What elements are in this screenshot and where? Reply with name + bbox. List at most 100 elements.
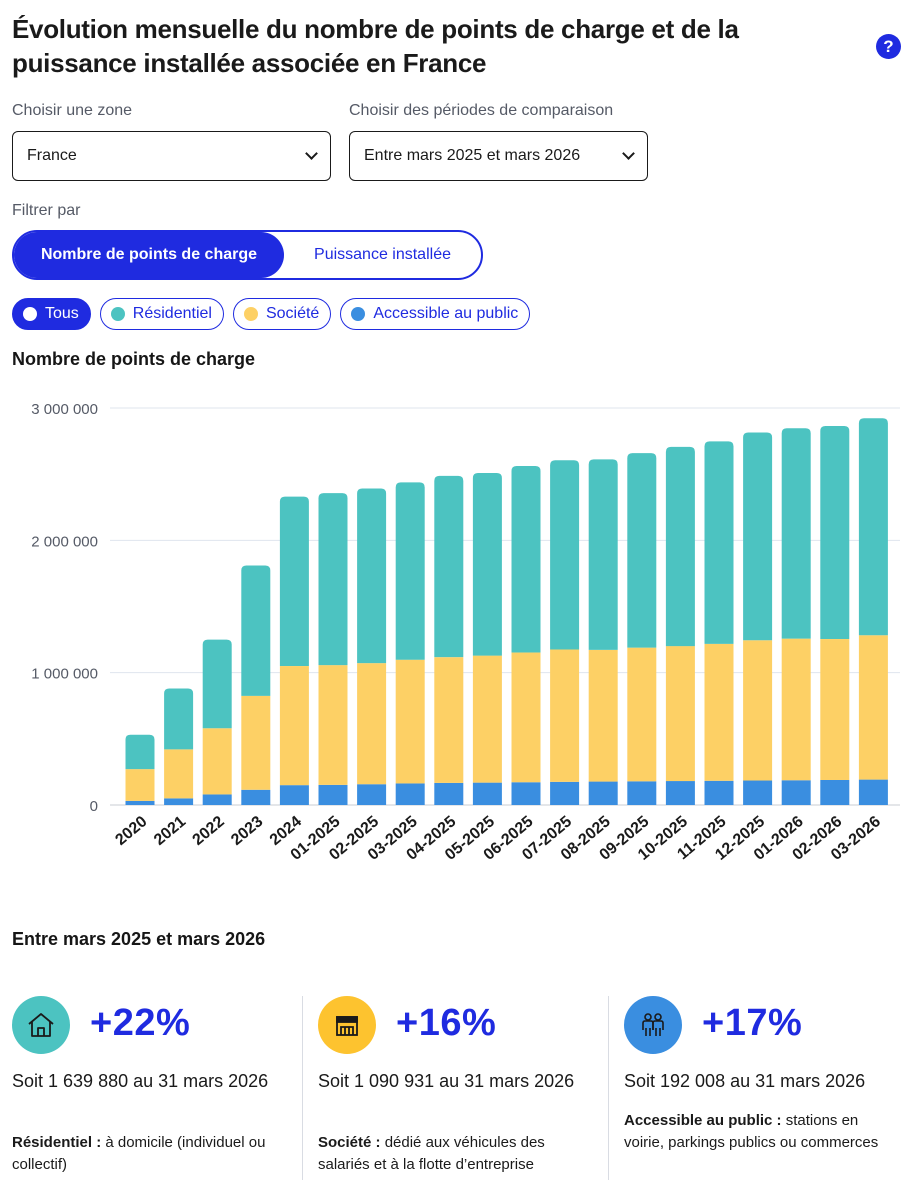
- bar-segment: [318, 784, 348, 805]
- period-select[interactable]: Entre mars 2025 et mars 2026: [349, 131, 648, 181]
- bar-segment: [627, 453, 657, 648]
- bar-segment: [588, 459, 618, 650]
- stat-description: Accessible au public : stations en voiri…: [624, 1112, 879, 1151]
- stat-description: Résidentiel : à domicile (individuel ou …: [12, 1134, 266, 1173]
- filter-label: Filtrer par: [12, 202, 81, 219]
- bar-segment: [472, 782, 502, 805]
- filter-toggle: Nombre de points de charge Puissance ins…: [12, 230, 483, 280]
- page-title: Évolution mensuelle du nombre de points …: [12, 14, 739, 78]
- bar-segment: [164, 749, 194, 799]
- period-label: Choisir des périodes de comparaison: [349, 102, 614, 119]
- comparison-title: Entre mars 2025 et mars 2026: [12, 929, 266, 949]
- bar-segment: [511, 782, 541, 805]
- chip-societe[interactable]: Société: [232, 298, 332, 330]
- bar-segment: [665, 646, 695, 782]
- y-tick-label: 0: [90, 798, 98, 815]
- bar-segment: [588, 649, 618, 782]
- divider: [302, 996, 303, 1180]
- chevron-down-icon: [622, 147, 635, 160]
- chip-label: Accessible au public: [373, 305, 519, 322]
- bar-segment: [781, 780, 811, 805]
- y-tick-label: 3 000 000: [31, 401, 98, 418]
- bar-segment: [627, 781, 657, 805]
- bar-segment: [704, 780, 734, 805]
- bar-segment: [743, 432, 773, 641]
- bar-segment: [357, 784, 387, 805]
- bar-segment: [511, 465, 541, 653]
- bar-segment: [550, 460, 580, 650]
- chart-title: Nombre de points de charge: [12, 349, 256, 369]
- help-icon[interactable]: ?: [876, 34, 901, 59]
- building-icon: [318, 996, 376, 1054]
- y-tick-label: 2 000 000: [31, 533, 98, 550]
- x-tick-label: 2021: [151, 813, 189, 849]
- house-icon: [12, 996, 70, 1054]
- x-tick-label: 2020: [112, 813, 150, 849]
- chip-label: Tous: [45, 305, 79, 322]
- stat-count: Soit 1 090 931 au 31 mars 2026: [318, 1071, 575, 1091]
- zone-value: France: [27, 147, 77, 164]
- bar-segment: [704, 441, 734, 644]
- bar-segment: [820, 639, 850, 780]
- bar-segment: [743, 780, 773, 805]
- bar-segment: [241, 789, 271, 805]
- bar-segment: [781, 428, 811, 639]
- filter-option-puissance[interactable]: Puissance installée: [314, 246, 451, 263]
- bar-segment: [318, 493, 348, 666]
- bar-segment: [434, 657, 464, 783]
- bar-segment: [125, 734, 155, 770]
- bar-segment: [550, 649, 580, 782]
- x-tick-label: 2023: [228, 813, 266, 849]
- bar-segment: [202, 794, 232, 805]
- bar-segment: [395, 783, 425, 805]
- bar-segment: [820, 425, 850, 640]
- category-chips: Tous Résidentiel Société Accessible au p…: [12, 298, 531, 330]
- x-tick-label: 2022: [190, 813, 228, 849]
- bar-segment: [318, 665, 348, 785]
- stat-count: Soit 1 639 880 au 31 mars 2026: [12, 1071, 269, 1091]
- bar-segment: [434, 782, 464, 805]
- bar-segment: [357, 663, 387, 785]
- bar-segment: [202, 728, 232, 795]
- bar-segment: [820, 779, 850, 805]
- period-value: Entre mars 2025 et mars 2026: [364, 147, 581, 164]
- bar-segment: [279, 666, 309, 786]
- chip-residentiel[interactable]: Résidentiel: [99, 298, 224, 330]
- bar-segment: [164, 798, 194, 805]
- stat-description: Société : dédié aux véhicules des salari…: [318, 1134, 545, 1173]
- bar-segment: [627, 647, 657, 782]
- zone-select[interactable]: France: [12, 131, 331, 181]
- chip-dot: [110, 307, 125, 321]
- chip-public[interactable]: Accessible au public: [340, 298, 531, 330]
- stat-percentage: +17%: [702, 1002, 803, 1044]
- bar-segment: [511, 652, 541, 783]
- chip-dot: [23, 307, 37, 321]
- chip-tous[interactable]: Tous: [12, 298, 91, 330]
- stacked-bar-chart: 0 1 000 000 2 000 000 3 000 000 2020 2021 2022…: [31, 401, 900, 864]
- zone-label: Choisir une zone: [12, 102, 133, 119]
- stat-percentage: +22%: [90, 1002, 191, 1044]
- filter-option-points[interactable]: Nombre de points de charge: [14, 232, 284, 278]
- bar-segment: [279, 785, 309, 805]
- chip-label: Société: [265, 305, 320, 322]
- bar-segment: [125, 769, 155, 801]
- bar-segment: [743, 640, 773, 781]
- stat-count: Soit 192 008 au 31 mars 2026: [624, 1071, 866, 1091]
- bar-segment: [858, 418, 888, 636]
- bar-segment: [125, 800, 155, 805]
- bar-segment: [357, 488, 387, 664]
- chip-label: Résidentiel: [132, 305, 212, 322]
- bar-segment: [395, 659, 425, 784]
- bar-segment: [665, 446, 695, 647]
- bar-segment: [781, 638, 811, 781]
- bar-segment: [279, 496, 309, 667]
- bar-segment: [472, 472, 502, 656]
- bar-segment: [858, 635, 888, 780]
- stat-percentage: +16%: [396, 1002, 497, 1044]
- people-icon: [624, 996, 682, 1054]
- bar-segment: [434, 475, 464, 658]
- bar-segment: [241, 565, 271, 696]
- y-tick-label: 1 000 000: [31, 666, 98, 683]
- bar-segment: [164, 688, 194, 750]
- bar-segment: [665, 781, 695, 805]
